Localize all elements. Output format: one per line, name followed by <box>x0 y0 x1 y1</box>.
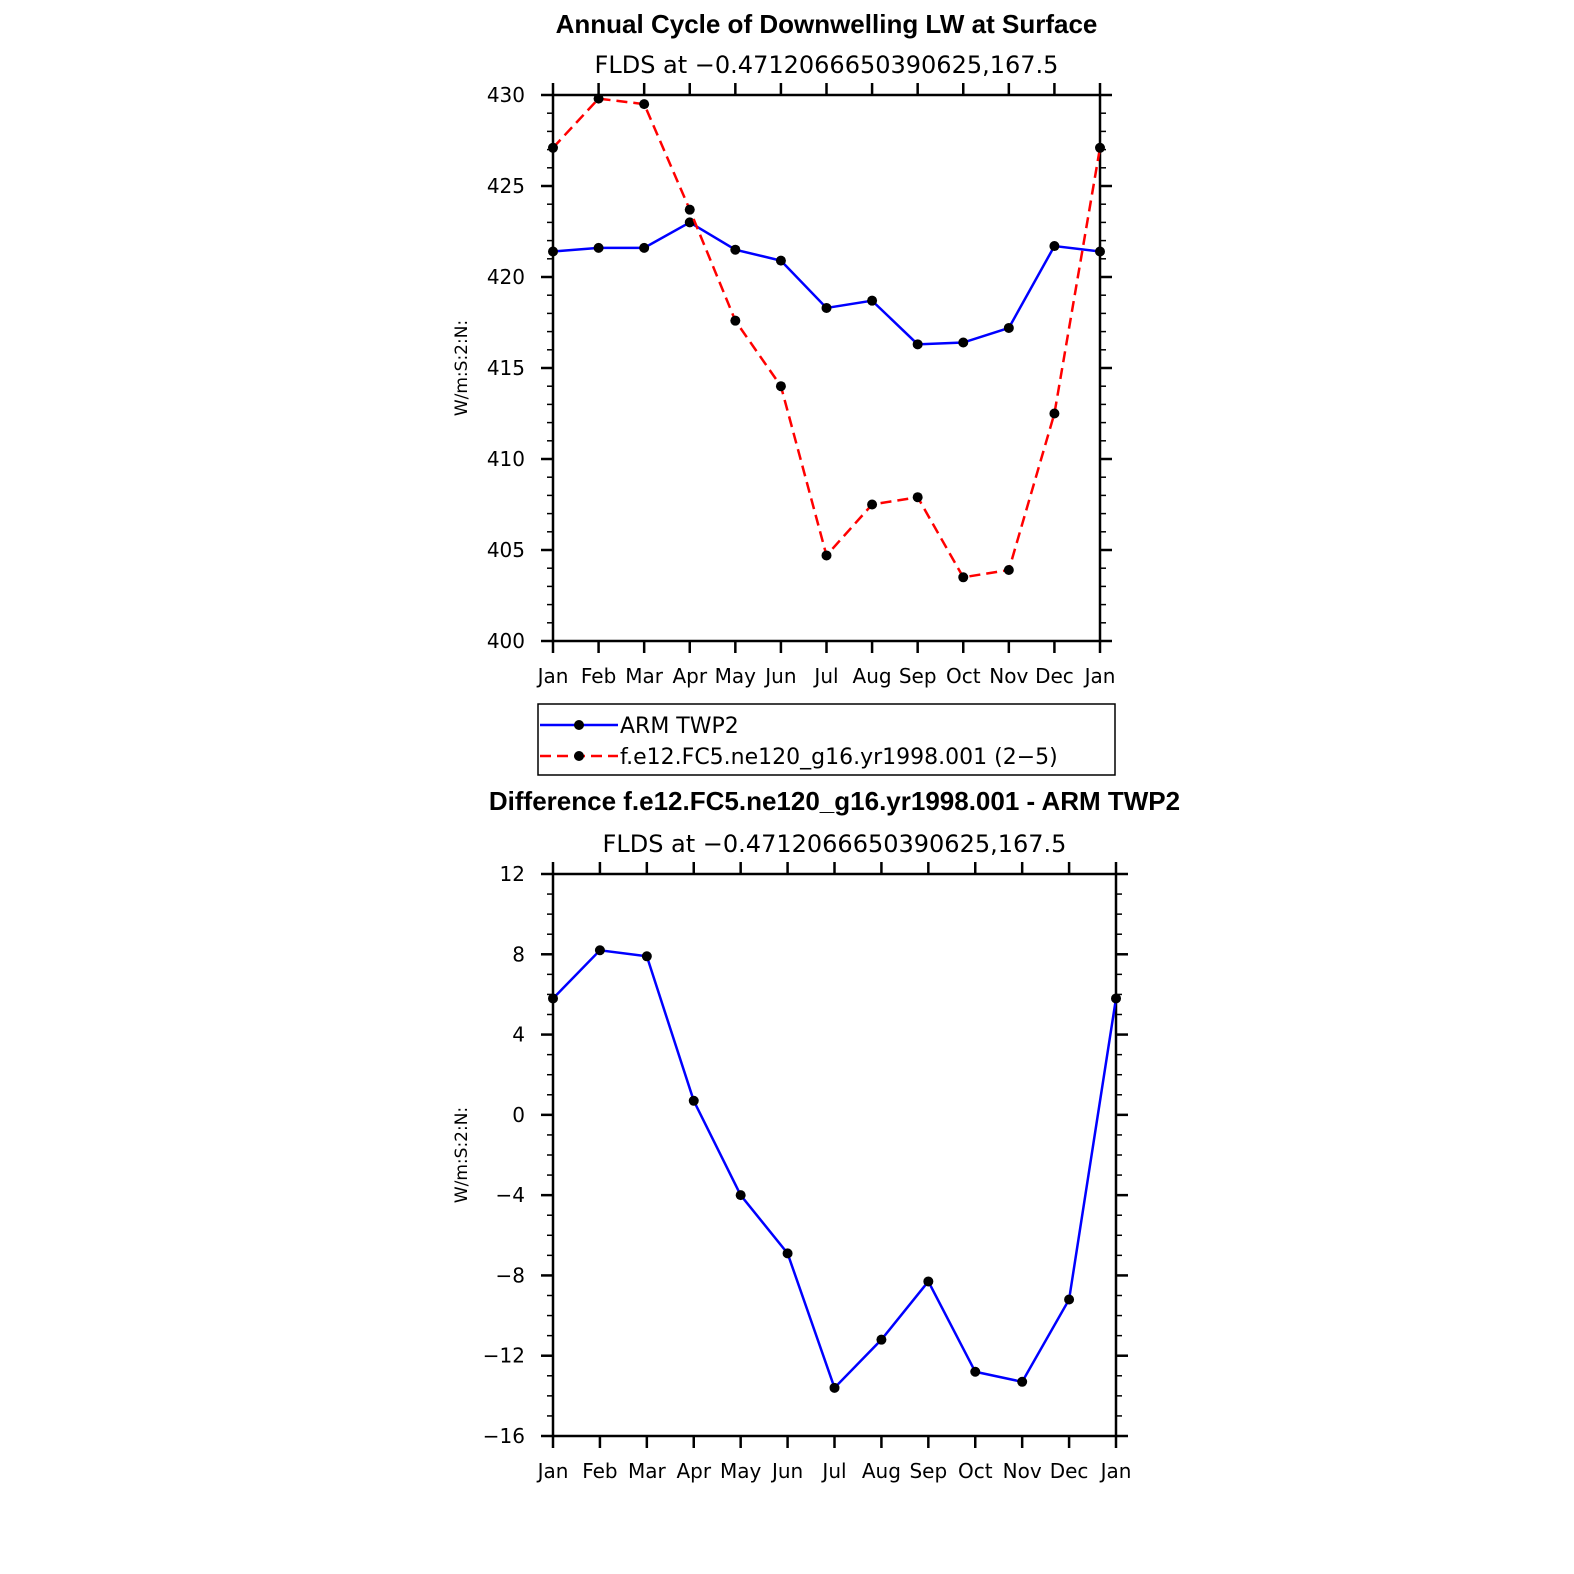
data-point <box>684 204 695 215</box>
series-line <box>552 97 1102 579</box>
series-line <box>552 948 1118 1391</box>
data-point <box>730 244 741 255</box>
chart-subtitle: FLDS at −0.4712066650390625,167.5 <box>595 51 1059 79</box>
data-point <box>593 242 604 253</box>
data-point <box>912 492 923 503</box>
data-point <box>775 381 786 392</box>
legend-marker <box>574 751 584 761</box>
legend-entry: ARM TWP2 <box>620 714 739 739</box>
data-point <box>970 1366 981 1377</box>
data-point <box>923 1276 934 1287</box>
y-tick-label: 415 <box>487 356 525 380</box>
x-tick-label: Jan <box>536 664 569 688</box>
y-tick-label: −8 <box>496 1263 525 1287</box>
data-point <box>594 945 605 956</box>
data-point <box>829 1382 840 1393</box>
plot-frame <box>551 872 1118 1438</box>
data-point <box>782 1248 793 1259</box>
data-point <box>1095 246 1105 257</box>
x-tick-label: Jan <box>1083 664 1116 688</box>
y-tick-label: 8 <box>512 942 525 966</box>
y-tick-label: 405 <box>487 538 525 562</box>
x-tick-label: Oct <box>946 664 981 688</box>
y-tick-label: 420 <box>487 265 525 289</box>
x-tick-label: Jan <box>536 1459 569 1483</box>
x-tick-label: Oct <box>958 1459 993 1483</box>
x-tick-label: Sep <box>899 664 937 688</box>
data-point <box>958 337 969 348</box>
x-tick-label: Dec <box>1035 664 1074 688</box>
x-tick-label: Aug <box>853 664 892 688</box>
y-tick-label: 430 <box>487 83 525 107</box>
data-point <box>867 499 878 510</box>
chart-title: Difference f.e12.FC5.ne120_g16.yr1998.00… <box>489 786 1180 816</box>
x-tick-label: Mar <box>625 664 664 688</box>
x-tick-label: Jun <box>763 664 796 688</box>
x-tick-label: Apr <box>672 664 707 688</box>
legend-box <box>537 703 1116 776</box>
x-tick-label: Feb <box>581 664 616 688</box>
series-line <box>552 220 1101 346</box>
chart-subtitle: FLDS at −0.4712066650390625,167.5 <box>603 830 1067 858</box>
x-tick-label: Jul <box>812 664 838 688</box>
y-tick-label: 12 <box>500 862 525 886</box>
data-point <box>1095 142 1105 153</box>
x-tick-label: Apr <box>676 1459 711 1483</box>
legend: ARM TWP2 f.e12.FC5.ne120_g16.yr1998.001 (… <box>537 703 1116 776</box>
data-point <box>1049 408 1060 419</box>
y-tick-label: 4 <box>512 1023 525 1047</box>
x-tick-label: Sep <box>909 1459 947 1483</box>
data-point <box>821 302 832 313</box>
y-tick-label: −12 <box>483 1344 525 1368</box>
data-point <box>735 1190 746 1201</box>
x-tick-label: Jun <box>770 1459 803 1483</box>
y-tick-label: −4 <box>496 1183 525 1207</box>
x-tick-label: Feb <box>582 1459 617 1483</box>
top-chart: Annual Cycle of Downwelling LW at Surfac… <box>452 9 1116 776</box>
data-point <box>548 142 558 153</box>
data-point <box>775 255 786 266</box>
data-point <box>1017 1376 1028 1387</box>
data-point <box>593 93 604 104</box>
y-tick-label: 425 <box>487 174 525 198</box>
data-point <box>912 339 923 350</box>
data-point <box>639 99 650 110</box>
data-point <box>1003 322 1014 333</box>
data-point <box>688 1095 699 1106</box>
difference-chart: Difference f.e12.FC5.ne120_g16.yr1998.00… <box>452 786 1180 1483</box>
data-point <box>1003 565 1014 576</box>
x-tick-label: Mar <box>628 1459 667 1483</box>
data-point <box>1111 993 1121 1004</box>
y-axis-label: W/m:S:2:N: <box>452 1107 472 1203</box>
x-tick-label: Nov <box>989 664 1028 688</box>
y-axis-label: W/m:S:2:N: <box>452 320 472 416</box>
x-tick-label: May <box>720 1459 762 1483</box>
x-tick-label: Aug <box>862 1459 901 1483</box>
y-tick-label: −16 <box>483 1424 525 1448</box>
data-point <box>548 993 558 1004</box>
x-tick-label: May <box>715 664 757 688</box>
y-tick-label: 0 <box>512 1103 525 1127</box>
x-tick-label: Nov <box>1003 1459 1042 1483</box>
data-point <box>876 1334 887 1345</box>
data-point <box>1064 1294 1075 1305</box>
data-point <box>730 315 741 326</box>
data-point <box>639 242 650 253</box>
data-point <box>958 572 969 583</box>
data-point <box>867 295 878 306</box>
x-tick-label: Jul <box>820 1459 846 1483</box>
legend-marker <box>574 720 584 730</box>
legend-entry: f.e12.FC5.ne120_g16.yr1998.001 (2−5) <box>620 745 1058 770</box>
y-tick-label: 410 <box>487 447 525 471</box>
x-tick-label: Dec <box>1050 1459 1089 1483</box>
chart-title: Annual Cycle of Downwelling LW at Surfac… <box>556 9 1098 39</box>
x-tick-label: Jan <box>1099 1459 1132 1483</box>
data-point <box>684 217 695 228</box>
data-point <box>1049 241 1060 252</box>
data-point <box>641 951 652 962</box>
data-point <box>821 550 832 561</box>
y-tick-label: 400 <box>487 629 525 653</box>
data-point <box>548 246 558 257</box>
